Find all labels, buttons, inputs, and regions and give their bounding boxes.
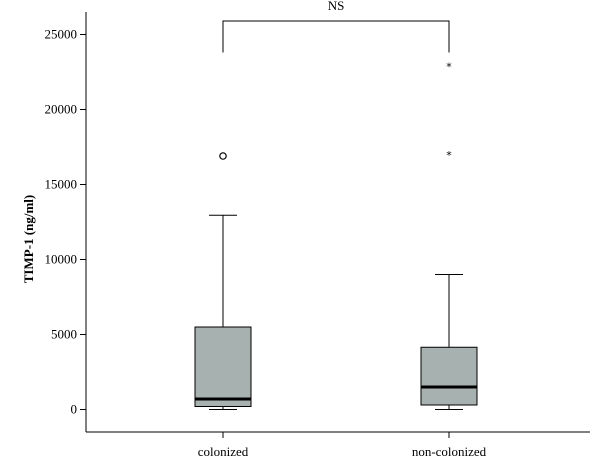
extreme-point: *	[446, 61, 452, 74]
significance-label: NS	[328, 0, 345, 13]
y-tick-label: 15000	[45, 177, 78, 192]
significance-bracket	[222, 20, 450, 53]
outlier-point	[219, 152, 227, 160]
box-non-colonized: **	[420, 61, 478, 410]
y-tick-label: 0	[71, 402, 78, 417]
y-axis-title: TIMP-1 (ng/ml)	[21, 195, 36, 283]
x-axis: colonized non-colonized	[86, 431, 590, 459]
y-tick-label: 5000	[51, 327, 77, 342]
x-tick-label: non-colonized	[412, 444, 487, 459]
x-tick-label: colonized	[198, 444, 249, 459]
y-tick-label: 20000	[45, 102, 78, 117]
y-tick-label: 25000	[45, 27, 78, 42]
iqr-box	[194, 326, 252, 407]
y-axis: 0 5000 10000 15000 20000 25000	[45, 12, 87, 432]
y-tick-label: 10000	[45, 252, 78, 267]
significance-annotation: NS	[222, 0, 450, 53]
extreme-point: *	[446, 149, 452, 162]
boxes: **	[194, 61, 478, 410]
iqr-box	[420, 346, 478, 406]
box-colonized	[194, 152, 252, 410]
